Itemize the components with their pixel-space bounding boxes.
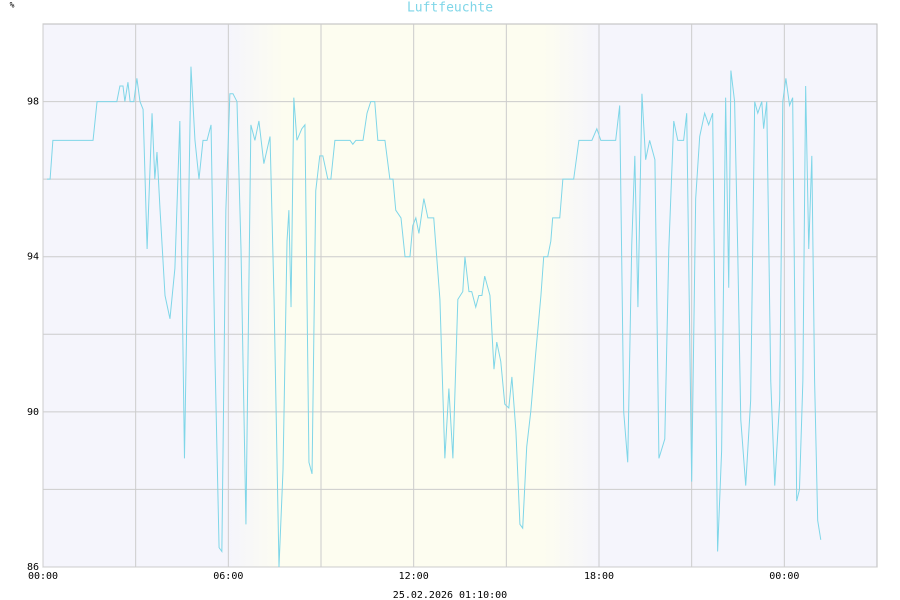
y-tick-label: 94 xyxy=(27,252,39,263)
y-tick-label: 86 xyxy=(27,562,39,573)
x-tick-label: 18:00 xyxy=(584,571,614,582)
chart-title: Luftfeuchte xyxy=(407,1,493,16)
x-tick-label: 00:00 xyxy=(28,571,58,582)
y-tick-label: 90 xyxy=(27,407,39,418)
x-tick-label: 06:00 xyxy=(213,571,243,582)
humidity-line xyxy=(47,66,822,568)
y-axis-label: % xyxy=(10,1,15,10)
x-tick-label: 12:00 xyxy=(399,571,429,582)
timestamp: 25.02.2026 01:10:00 xyxy=(393,590,507,600)
y-tick-label: 98 xyxy=(27,97,39,108)
x-tick-label: 00:00 xyxy=(769,571,799,582)
